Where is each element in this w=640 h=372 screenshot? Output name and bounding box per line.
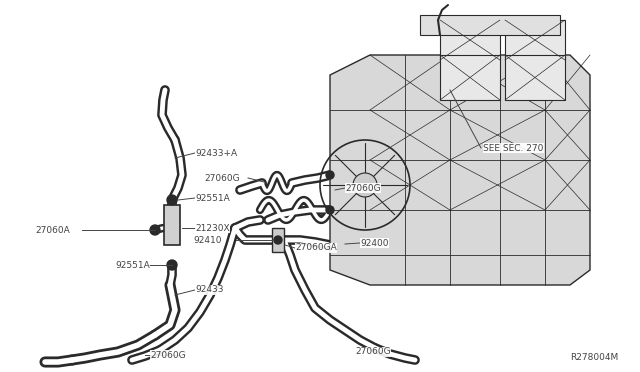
Circle shape <box>168 261 176 269</box>
Text: 27060G: 27060G <box>355 347 390 356</box>
Circle shape <box>151 226 159 234</box>
Circle shape <box>326 171 334 179</box>
Bar <box>272 228 284 252</box>
Text: 92551A: 92551A <box>115 260 150 269</box>
Circle shape <box>168 196 176 204</box>
Circle shape <box>274 236 282 244</box>
Text: 27060G: 27060G <box>345 183 381 192</box>
Bar <box>420 15 560 35</box>
Text: 92410: 92410 <box>193 235 222 244</box>
Text: 92551A: 92551A <box>195 193 230 202</box>
Text: 92433: 92433 <box>195 285 223 295</box>
Circle shape <box>353 173 377 197</box>
Text: 27060G: 27060G <box>150 350 186 359</box>
Text: SEE SEC. 270: SEE SEC. 270 <box>483 144 543 153</box>
Text: 92433+A: 92433+A <box>195 148 237 157</box>
Text: 21230X: 21230X <box>195 224 230 232</box>
Text: 92400: 92400 <box>360 238 388 247</box>
Polygon shape <box>330 55 590 285</box>
Bar <box>440 20 500 60</box>
Bar <box>505 55 565 100</box>
Circle shape <box>167 260 177 270</box>
Text: R278004M: R278004M <box>570 353 618 362</box>
Circle shape <box>326 206 334 214</box>
Text: 27060A: 27060A <box>35 225 70 234</box>
Text: 27060GA: 27060GA <box>295 244 337 253</box>
Bar <box>505 20 565 60</box>
Bar <box>164 205 180 245</box>
Circle shape <box>150 225 160 235</box>
Circle shape <box>167 195 177 205</box>
Text: 27060G: 27060G <box>204 173 240 183</box>
Bar <box>440 55 500 100</box>
